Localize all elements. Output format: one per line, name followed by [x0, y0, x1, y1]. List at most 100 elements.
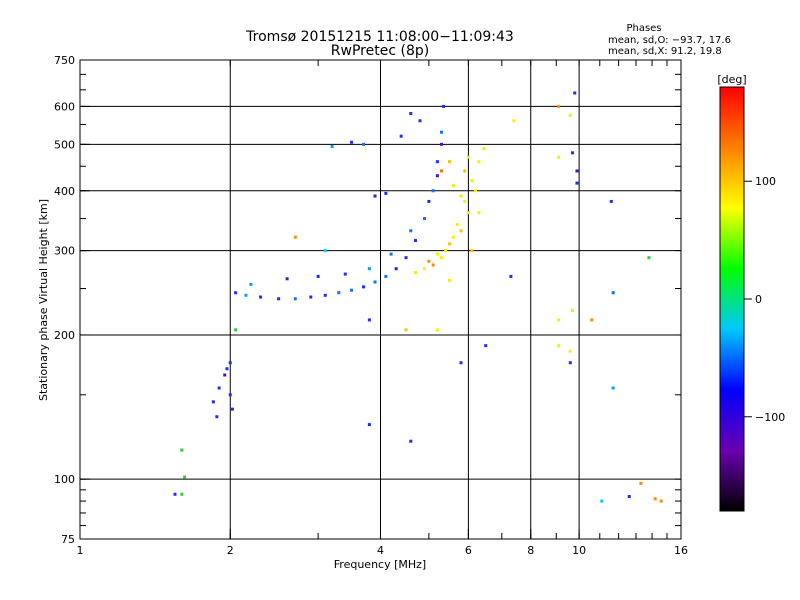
colorbar-tick-label: −100	[755, 411, 785, 424]
data-point	[571, 151, 575, 155]
colorbar	[719, 86, 745, 512]
data-point	[384, 274, 388, 278]
data-point	[568, 349, 572, 353]
data-point	[448, 278, 452, 282]
data-point	[611, 386, 615, 390]
data-point	[228, 361, 232, 365]
data-point	[440, 142, 444, 146]
x-tick-label: 16	[674, 544, 688, 557]
data-point	[249, 282, 253, 286]
data-point	[609, 199, 613, 203]
chart-title: Tromsø 20151215 11:08:00−11:09:43	[245, 29, 514, 45]
y-tick-label: 400	[54, 185, 75, 198]
data-point	[431, 189, 435, 193]
data-point	[568, 361, 572, 365]
data-point	[394, 267, 398, 271]
data-point	[557, 104, 561, 108]
data-point	[477, 211, 481, 215]
data-point	[422, 217, 426, 221]
data-points	[173, 91, 663, 503]
data-point	[228, 393, 232, 397]
data-point	[211, 400, 215, 404]
data-point	[337, 291, 341, 295]
data-point	[575, 181, 579, 185]
data-point	[435, 252, 439, 256]
data-point	[413, 271, 417, 275]
colorbar-tick-label: 0	[755, 293, 762, 306]
data-point	[285, 277, 289, 281]
data-point	[409, 439, 413, 443]
y-tick-label: 600	[54, 100, 75, 113]
data-point	[367, 318, 371, 322]
data-point	[323, 249, 327, 253]
data-point	[409, 229, 413, 233]
x-tick-label: 10	[572, 544, 586, 557]
data-point	[404, 328, 408, 332]
data-point	[440, 130, 444, 134]
colorbar-ticks: 100 0 −100	[744, 175, 785, 424]
data-point	[477, 160, 481, 164]
data-point	[330, 144, 334, 148]
y-tick-label: 200	[54, 329, 75, 342]
data-point	[373, 194, 377, 198]
stats-x-mode: mean, sd,X: 91.2, 19.8	[608, 46, 722, 57]
x-tick-label: 8	[527, 544, 534, 557]
data-point	[470, 249, 474, 253]
data-point	[422, 267, 426, 271]
data-point	[448, 242, 452, 246]
data-point	[466, 155, 470, 159]
data-point	[448, 160, 452, 164]
data-point	[451, 235, 455, 239]
data-point	[459, 361, 463, 365]
data-point	[509, 274, 513, 278]
data-point	[431, 263, 435, 267]
data-point	[350, 288, 354, 292]
data-point	[389, 252, 393, 256]
stats-header: Phases	[626, 23, 661, 34]
data-point	[259, 295, 263, 299]
data-point	[512, 119, 516, 123]
data-point	[484, 344, 488, 348]
data-point	[367, 423, 371, 427]
data-point	[418, 119, 422, 123]
data-point	[435, 160, 439, 164]
data-point	[350, 140, 354, 144]
data-point	[217, 386, 221, 390]
x-tick-label: 2	[227, 544, 234, 557]
y-tick-label: 75	[61, 533, 75, 546]
data-point	[277, 297, 281, 301]
data-point	[180, 448, 184, 452]
data-point	[611, 291, 615, 295]
data-point	[639, 481, 643, 485]
data-point	[362, 285, 366, 289]
data-point	[384, 191, 388, 195]
data-point	[215, 415, 219, 419]
y-tick-label: 100	[54, 473, 75, 486]
data-point	[573, 91, 577, 95]
data-point	[427, 199, 431, 203]
data-point	[234, 328, 238, 332]
data-point	[293, 235, 297, 239]
x-tick-label: 1	[77, 544, 84, 557]
data-point	[223, 373, 227, 377]
data-point	[627, 494, 631, 498]
y-tick-label: 500	[54, 138, 75, 151]
data-point	[466, 211, 470, 215]
colorbar-tick-label: 100	[755, 175, 776, 188]
y-axis-label: Stationary phase Virtual Height [km]	[37, 199, 50, 401]
data-point	[463, 199, 467, 203]
data-point	[399, 134, 403, 138]
data-point	[590, 318, 594, 322]
data-point	[653, 497, 657, 501]
data-point	[482, 147, 486, 151]
data-point	[470, 179, 474, 183]
data-point	[373, 280, 377, 284]
data-point	[309, 295, 313, 299]
data-point	[244, 293, 248, 297]
data-point	[440, 256, 444, 260]
stats-o-mode: mean, sd,O: −93.7, 17.6	[608, 35, 731, 46]
data-point	[413, 238, 417, 242]
data-point	[473, 189, 477, 193]
data-point	[568, 113, 572, 117]
